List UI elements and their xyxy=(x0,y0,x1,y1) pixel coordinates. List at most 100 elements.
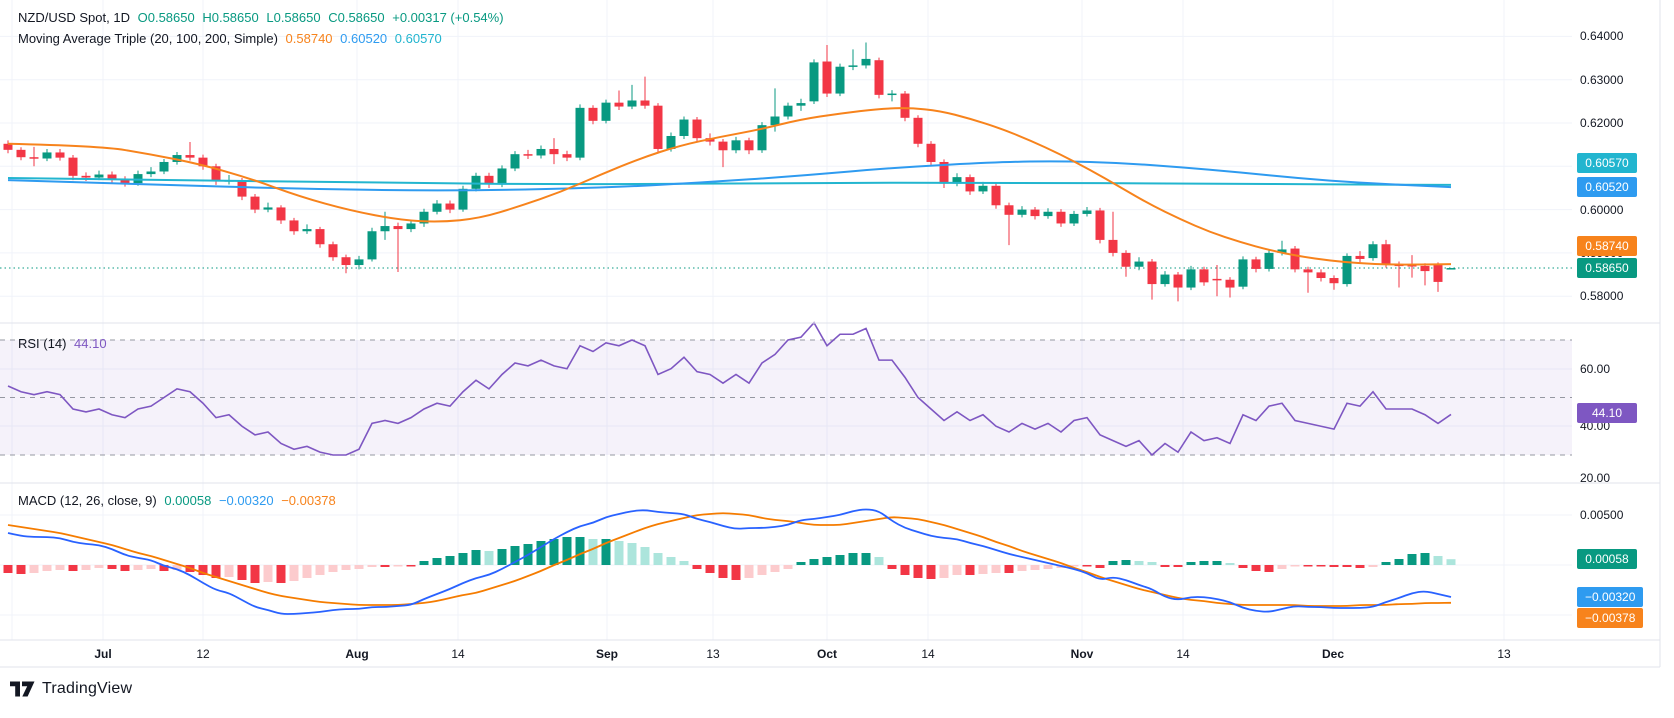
ohlc-high: H0.58650 xyxy=(202,10,259,25)
macd-hist-bar xyxy=(666,557,676,565)
candle-body xyxy=(562,154,572,158)
macd-hist-bar xyxy=(432,558,442,565)
symbol-legend[interactable]: NZD/USD Spot, 1D O0.58650 H0.58650 L0.58… xyxy=(18,10,508,25)
candle-body xyxy=(1121,252,1131,267)
macd-hist-bar xyxy=(497,549,507,565)
macd-hist-bar xyxy=(562,537,572,565)
price-tick-label: 0.60000 xyxy=(1580,202,1624,217)
macd-hist-bar xyxy=(848,553,858,565)
ma-title: Moving Average Triple (20, 100, 200, Sim… xyxy=(18,31,278,46)
macd-hist-bar xyxy=(939,565,949,578)
macd-legend[interactable]: MACD (12, 26, close, 9) 0.00058 −0.00320… xyxy=(18,493,340,508)
time-label-nov: Nov xyxy=(1070,647,1094,661)
candle-body xyxy=(835,66,845,94)
symbol-title: NZD/USD Spot, 1D xyxy=(18,10,130,25)
candle-body xyxy=(471,175,481,189)
macd-signal-value: −0.00378 xyxy=(281,493,336,508)
candle-body xyxy=(809,62,819,102)
macd-hist-bar xyxy=(575,537,585,565)
candle-body xyxy=(198,157,208,167)
macd-hist-bar xyxy=(315,565,325,575)
candle-body xyxy=(185,155,195,158)
tradingview-logo-icon xyxy=(10,681,35,697)
macd-hist-bar xyxy=(718,565,728,578)
time-label-oct: Oct xyxy=(816,647,838,661)
price-tick-label: 0.64000 xyxy=(1580,29,1624,44)
candle-body xyxy=(744,140,754,151)
macd-hist-bar xyxy=(1199,561,1209,565)
ohlc-close: C0.58650 xyxy=(328,10,385,25)
candle-body xyxy=(848,65,858,67)
macd-hist-bar xyxy=(874,557,884,565)
candle-body xyxy=(146,171,156,175)
candle-body xyxy=(1303,269,1313,273)
macd-hist-bar xyxy=(1121,560,1131,565)
candle-body xyxy=(237,180,247,197)
rsi-value: 44.10 xyxy=(74,336,107,351)
candle-body xyxy=(1056,211,1066,224)
ohlc-open: O0.58650 xyxy=(137,10,195,25)
macd-hist-bar xyxy=(302,565,312,578)
time-label-12: 12 xyxy=(196,647,210,661)
candle-body xyxy=(939,161,949,184)
macd-hist-bar xyxy=(627,543,637,565)
macd-hist-bar xyxy=(731,565,741,580)
price-badge: 0.58650 xyxy=(1577,258,1637,278)
macd-hist-bar xyxy=(835,555,845,565)
macd-hist-bar xyxy=(211,565,221,578)
rsi-tick-label: 20.00 xyxy=(1580,471,1611,485)
macd-hist-bar xyxy=(250,565,260,583)
rsi-legend[interactable]: RSI (14) 44.10 xyxy=(18,336,111,351)
candle-body xyxy=(1277,249,1287,253)
macd-hist-bar xyxy=(445,556,455,565)
macd-hist-bar xyxy=(822,557,832,565)
candle-body xyxy=(1355,255,1365,259)
macd-hist-bar xyxy=(380,565,390,567)
candle-body xyxy=(1316,272,1326,279)
price-badge: 0.60520 xyxy=(1577,177,1637,197)
candle-body xyxy=(1108,239,1118,253)
macd-hist-bar xyxy=(16,565,26,574)
tradingview-logo-text: TradingView xyxy=(42,680,133,697)
candle-body xyxy=(549,148,559,155)
candle-body xyxy=(510,154,520,169)
candle-body xyxy=(1420,265,1430,272)
candle-body xyxy=(1225,279,1235,288)
candle-body xyxy=(874,60,884,95)
candle-body xyxy=(1004,205,1014,215)
candle-body xyxy=(770,116,780,126)
macd-hist-bar xyxy=(1134,561,1144,565)
macd-hist-bar xyxy=(1329,565,1339,567)
candle-body xyxy=(380,226,390,232)
candle-body xyxy=(783,105,793,117)
candle-body xyxy=(731,140,741,151)
macd-hist-bar xyxy=(94,565,104,568)
candle-body xyxy=(1290,248,1300,270)
candle-body xyxy=(1173,274,1183,288)
ma-legend[interactable]: Moving Average Triple (20, 100, 200, Sim… xyxy=(18,31,446,46)
candle-body xyxy=(1030,209,1040,217)
candle-body xyxy=(3,143,13,150)
sma100-line xyxy=(7,160,1452,192)
macd-hist-bar xyxy=(1446,559,1456,565)
candle-body xyxy=(1147,261,1157,285)
candle-body xyxy=(159,161,169,172)
candle-body xyxy=(627,100,637,107)
candle-body xyxy=(601,102,611,121)
candle-body xyxy=(497,168,507,185)
candle-body xyxy=(42,152,52,159)
price-tick-label: 0.58000 xyxy=(1580,289,1624,304)
candle-body xyxy=(536,148,546,156)
candle-body xyxy=(1433,265,1443,282)
candle-body xyxy=(120,179,130,184)
tradingview-logo[interactable]: TradingView xyxy=(10,679,132,699)
macd-hist-bar xyxy=(1043,565,1053,569)
candle-body xyxy=(328,244,338,258)
macd-main-line xyxy=(7,508,1452,615)
candle-body xyxy=(367,231,377,260)
candle-body xyxy=(1329,278,1339,284)
macd-hist-bar xyxy=(198,565,208,575)
rsi-title: RSI (14) xyxy=(18,336,67,351)
candle-body xyxy=(926,143,936,162)
